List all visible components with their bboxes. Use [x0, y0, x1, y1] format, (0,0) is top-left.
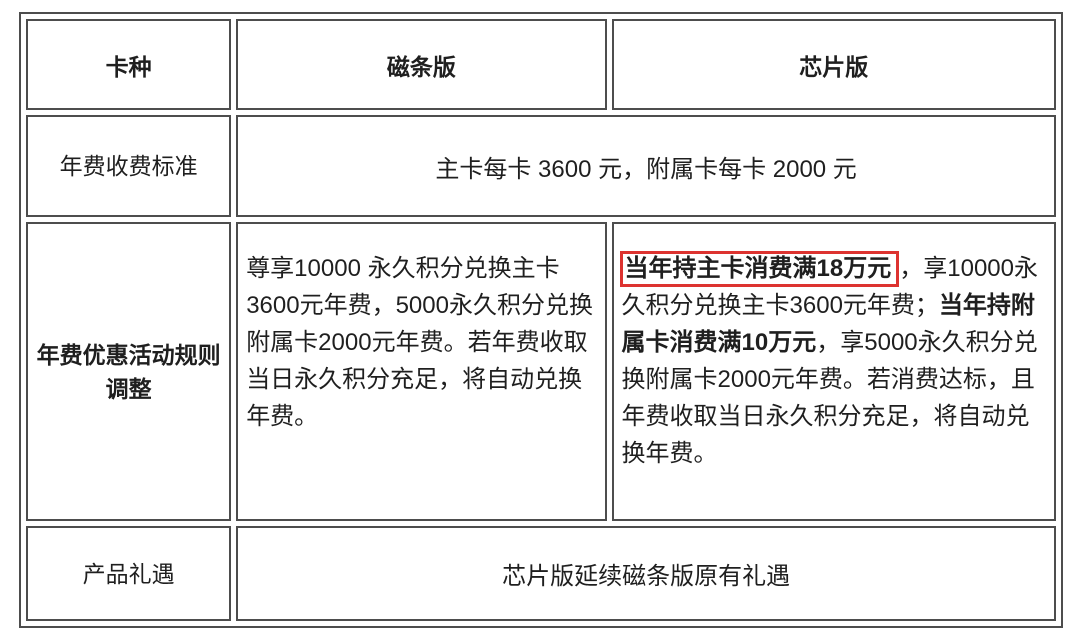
product-benefits-value: 芯片版延续磁条版原有礼遇 — [236, 526, 1056, 621]
magnetic-rule-text: 尊享10000 永久积分兑换主卡3600元年费，5000永久积分兑换附属卡200… — [236, 222, 607, 521]
row-annual-fee: 年费收费标准 主卡每卡 3600 元，附属卡每卡 2000 元 — [26, 115, 1056, 217]
table-header-row: 卡种 磁条版 芯片版 — [26, 19, 1056, 110]
header-magnetic-version: 磁条版 — [236, 19, 607, 110]
header-chip-version: 芯片版 — [611, 19, 1056, 110]
row-label-annual-fee-standard: 年费收费标准 — [26, 115, 232, 217]
row-discount-rules: 年费优惠活动规则调整 尊享10000 永久积分兑换主卡3600元年费，5000永… — [26, 222, 1056, 521]
header-card-type: 卡种 — [26, 19, 232, 110]
text-segment: ，享5000永久积分兑换附属卡2000元年费。若消费达标，且年费收取当日永久积分… — [621, 329, 1038, 467]
row-label-discount-rules: 年费优惠活动规则调整 — [26, 222, 232, 521]
chip-rule-text: 当年持主卡消费满18万元 ，享10000永久积分兑换主卡3600元年费；当年持附属… — [611, 222, 1056, 521]
bold-phrase: 当年持附属卡消费满10万元 — [621, 292, 1035, 356]
highlighted-phrase: 当年持主卡消费满18万元 — [619, 251, 900, 287]
row-product-benefits: 产品礼遇 芯片版延续磁条版原有礼遇 — [26, 526, 1056, 621]
text-segment: ，享10000永久积分兑换主卡3600元年费； — [621, 255, 1038, 319]
fee-table: 卡种 磁条版 芯片版 年费收费标准 主卡每卡 3600 元，附属卡每卡 2000… — [19, 12, 1063, 628]
annual-fee-value: 主卡每卡 3600 元，附属卡每卡 2000 元 — [236, 115, 1056, 217]
row-label-product-benefits: 产品礼遇 — [26, 526, 232, 621]
